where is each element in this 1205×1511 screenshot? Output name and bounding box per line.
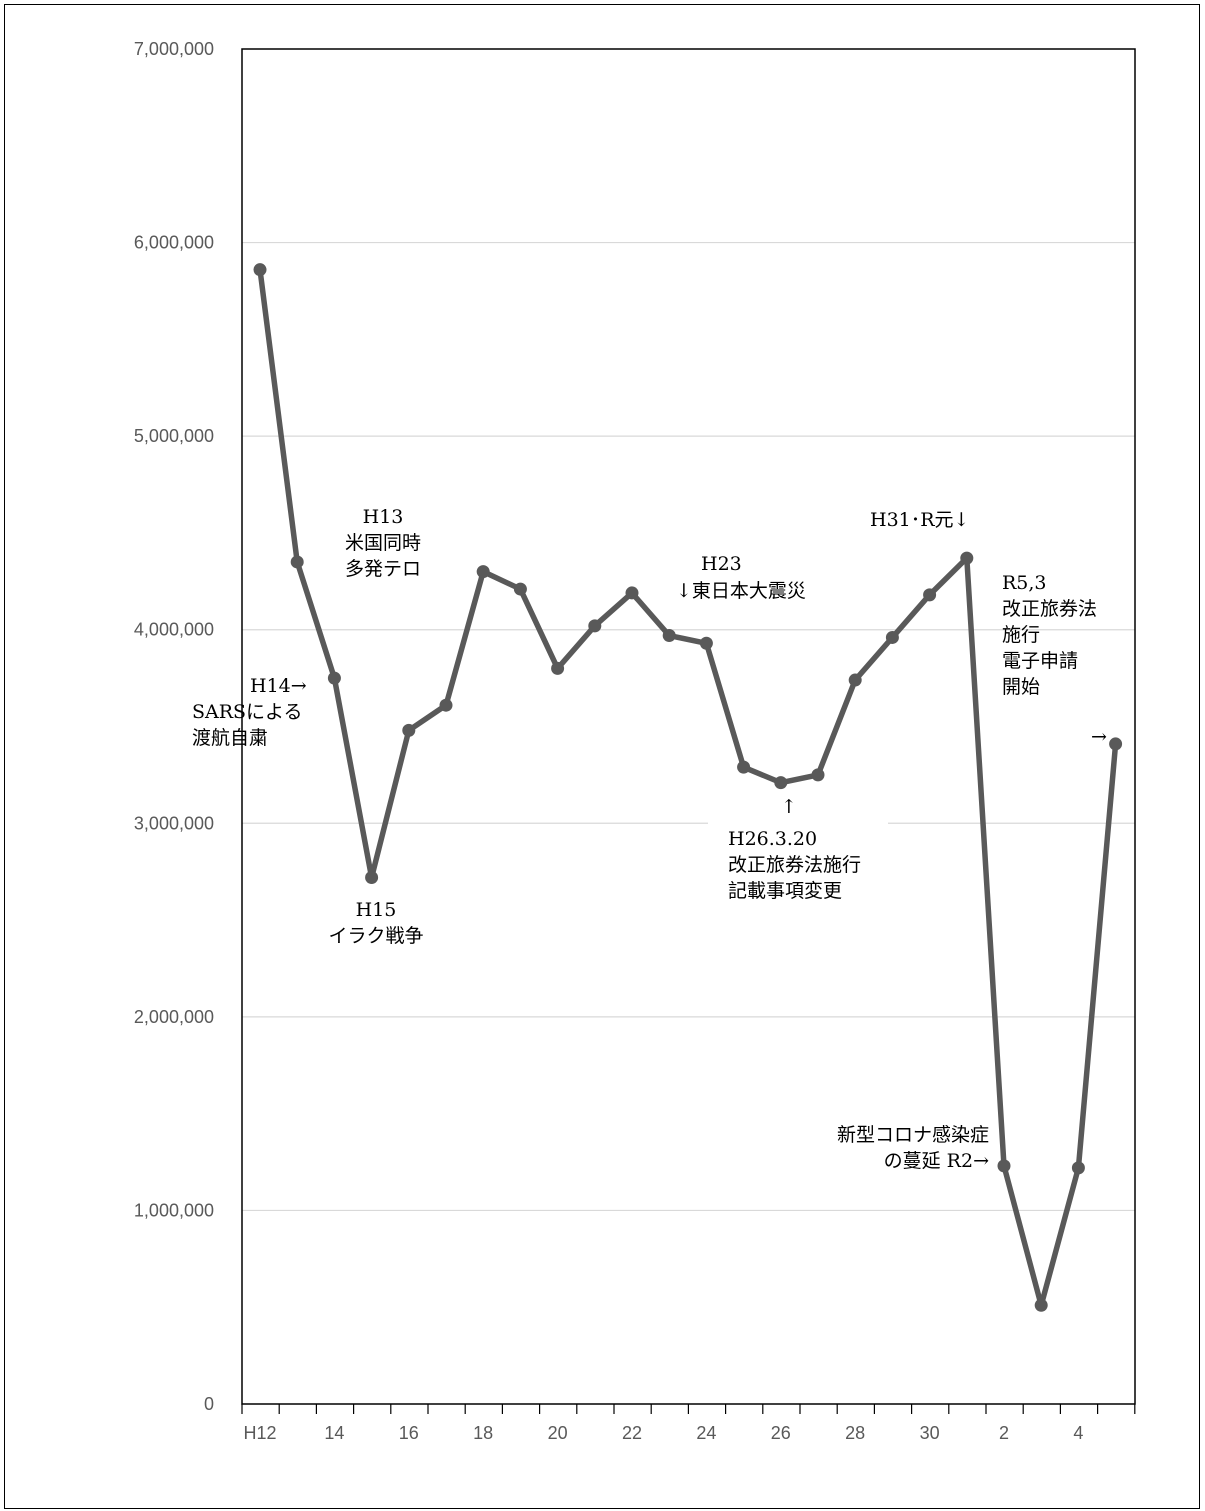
annotation-line: H26.3.20: [728, 828, 817, 850]
y-tick-label: 4,000,000: [134, 620, 214, 640]
x-axis-ticks: H12 14 16 18 20 22 24 26 28 30 2 4: [241, 1404, 1136, 1443]
gridlines: [242, 241, 1135, 1212]
y-tick-label: 3,000,000: [134, 813, 214, 833]
annotation-line: H23: [701, 553, 742, 575]
data-point: [439, 698, 453, 712]
annotation-line: 開始: [1002, 676, 1040, 698]
annotation-line: 渡航自粛: [192, 727, 268, 749]
annotation-line: 記載事項変更: [728, 880, 842, 902]
data-point: [625, 586, 639, 600]
x-tick-label: H12: [243, 1423, 276, 1443]
data-point: [402, 723, 416, 737]
y-axis-ticks: 0 1,000,000 2,000,000 3,000,000 4,000,000 5,0…: [134, 39, 214, 1414]
data-point: [885, 630, 899, 644]
data-point: [476, 565, 490, 579]
annotation-line: ↓東日本大震災: [676, 580, 806, 602]
annotation-line: →: [1091, 726, 1107, 748]
annotation-line: SARSによる: [192, 701, 303, 723]
x-tick-label: 26: [771, 1423, 791, 1443]
data-point: [513, 582, 527, 596]
annotation-h23: H23 ↓東日本大震災: [676, 553, 806, 602]
annotation-r5arrow: →: [1091, 726, 1107, 748]
chart-frame: [4, 4, 1200, 1509]
annotation-line: イラク戦争: [328, 925, 423, 947]
data-point: [365, 870, 379, 884]
data-point: [662, 629, 676, 643]
axes: [241, 48, 1136, 1405]
annotation-line: 多発テロ: [345, 558, 421, 580]
annotation-line: 米国同時: [345, 532, 421, 554]
x-tick-label: 20: [548, 1423, 568, 1443]
y-tick-label: 2,000,000: [134, 1007, 214, 1027]
y-tick-label: 5,000,000: [134, 426, 214, 446]
x-tick-label: 18: [473, 1423, 493, 1443]
annotation-line: H15: [356, 899, 397, 921]
annotation-line: H31･R元↓: [870, 509, 969, 531]
data-point: [997, 1159, 1011, 1173]
y-tick-label: 6,000,000: [134, 233, 214, 253]
data-point: [774, 776, 788, 790]
annotation-line: R5,3: [1002, 572, 1047, 594]
annotation-line: ↑: [781, 796, 797, 818]
data-point: [737, 760, 751, 774]
data-point: [1109, 737, 1123, 751]
y-tick-label: 0: [204, 1394, 214, 1414]
annotation-h15: H15 イラク戦争: [328, 899, 423, 947]
x-tick-label: 16: [399, 1423, 419, 1443]
x-tick-label: 28: [845, 1423, 865, 1443]
x-tick-label: 24: [696, 1423, 716, 1443]
series-line: [257, 266, 1119, 1309]
y-tick-label: 7,000,000: [134, 39, 214, 59]
annotation-line: 電子申請: [1002, 650, 1078, 672]
data-point: [1034, 1298, 1048, 1312]
annotation-line: 改正旅券法: [1002, 598, 1097, 620]
annotation-line: H13: [363, 506, 404, 528]
data-point: [588, 619, 602, 633]
x-tick-label: 30: [920, 1423, 940, 1443]
x-tick-label: 2: [999, 1423, 1009, 1443]
plot-border: [241, 48, 1136, 1405]
x-tick-label: 14: [324, 1423, 344, 1443]
data-point: [923, 588, 937, 602]
x-tick-label: 22: [622, 1423, 642, 1443]
annotation-h31: H31･R元↓: [870, 509, 969, 531]
data-point: [960, 551, 974, 565]
data-point: [699, 636, 713, 650]
data-point: [290, 555, 304, 569]
annotation-line: H14→: [250, 675, 307, 697]
y-tick-label: 1,000,000: [134, 1200, 214, 1220]
data-point: [1071, 1161, 1085, 1175]
data-point: [811, 768, 825, 782]
data-series: [253, 263, 1123, 1312]
data-point: [253, 263, 267, 277]
annotation-line: 新型コロナ感染症: [837, 1124, 989, 1146]
annotation-line: 施行: [1002, 624, 1040, 646]
annotation-line: 改正旅券法施行: [728, 854, 861, 876]
data-point: [551, 661, 565, 675]
data-point: [327, 671, 341, 685]
annotation-line: の蔓延 R2→: [884, 1150, 989, 1172]
x-tick-label: 4: [1073, 1423, 1083, 1443]
annotation-bg: [708, 806, 888, 830]
data-point: [848, 673, 862, 687]
